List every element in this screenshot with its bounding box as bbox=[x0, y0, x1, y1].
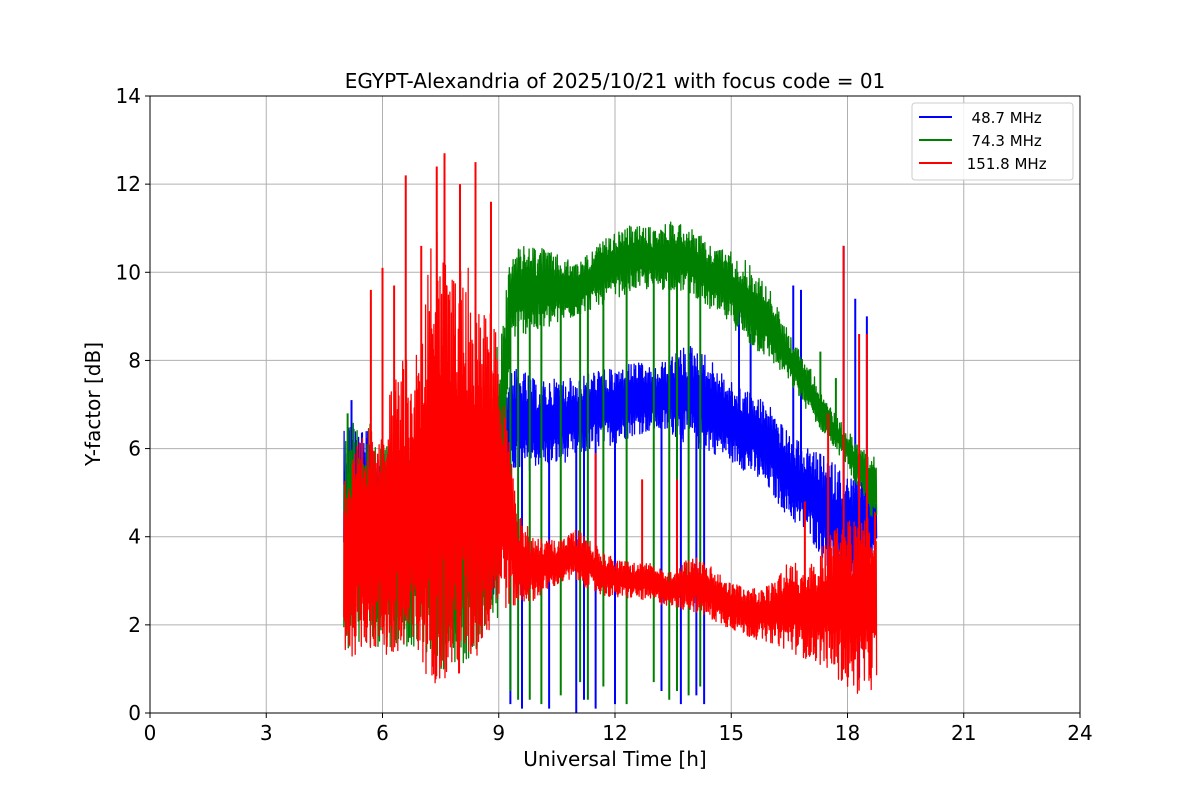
y-tick-label: 12 bbox=[116, 172, 141, 196]
legend-label-48-7: 48.7 MHz bbox=[962, 109, 1042, 127]
plot-area bbox=[343, 153, 878, 713]
legend: 48.7 MHz 74.3 MHz 151.8 MHz bbox=[911, 102, 1074, 181]
x-tick-label: 24 bbox=[1067, 721, 1092, 745]
y-tick-label: 14 bbox=[116, 84, 141, 108]
x-tick-label: 0 bbox=[144, 721, 157, 745]
x-axis-label: Universal Time [h] bbox=[523, 747, 706, 771]
y-tick-label: 4 bbox=[128, 525, 141, 549]
x-tick-label: 21 bbox=[951, 721, 976, 745]
y-tick-label: 10 bbox=[116, 260, 141, 284]
x-tick-label: 15 bbox=[719, 721, 744, 745]
y-tick-label: 2 bbox=[128, 613, 141, 637]
y-axis-label: Y-factor [dB] bbox=[81, 342, 105, 467]
x-tick-label: 18 bbox=[835, 721, 860, 745]
y-tick-label: 6 bbox=[128, 437, 141, 461]
legend-label-74-3: 74.3 MHz bbox=[962, 132, 1042, 150]
x-tick-label: 6 bbox=[376, 721, 389, 745]
x-tick-label: 3 bbox=[260, 721, 273, 745]
legend-box bbox=[911, 102, 1074, 181]
y-tick-label: 0 bbox=[128, 701, 141, 725]
x-tick-label: 9 bbox=[492, 721, 505, 745]
chart-title: EGYPT-Alexandria of 2025/10/21 with focu… bbox=[345, 69, 886, 93]
y-tick-label: 8 bbox=[128, 348, 141, 372]
legend-label-151-8: 151.8 MHz bbox=[962, 155, 1047, 173]
x-tick-label: 12 bbox=[602, 721, 627, 745]
series-151-8-mhz bbox=[343, 153, 878, 694]
series-trace bbox=[343, 231, 878, 694]
